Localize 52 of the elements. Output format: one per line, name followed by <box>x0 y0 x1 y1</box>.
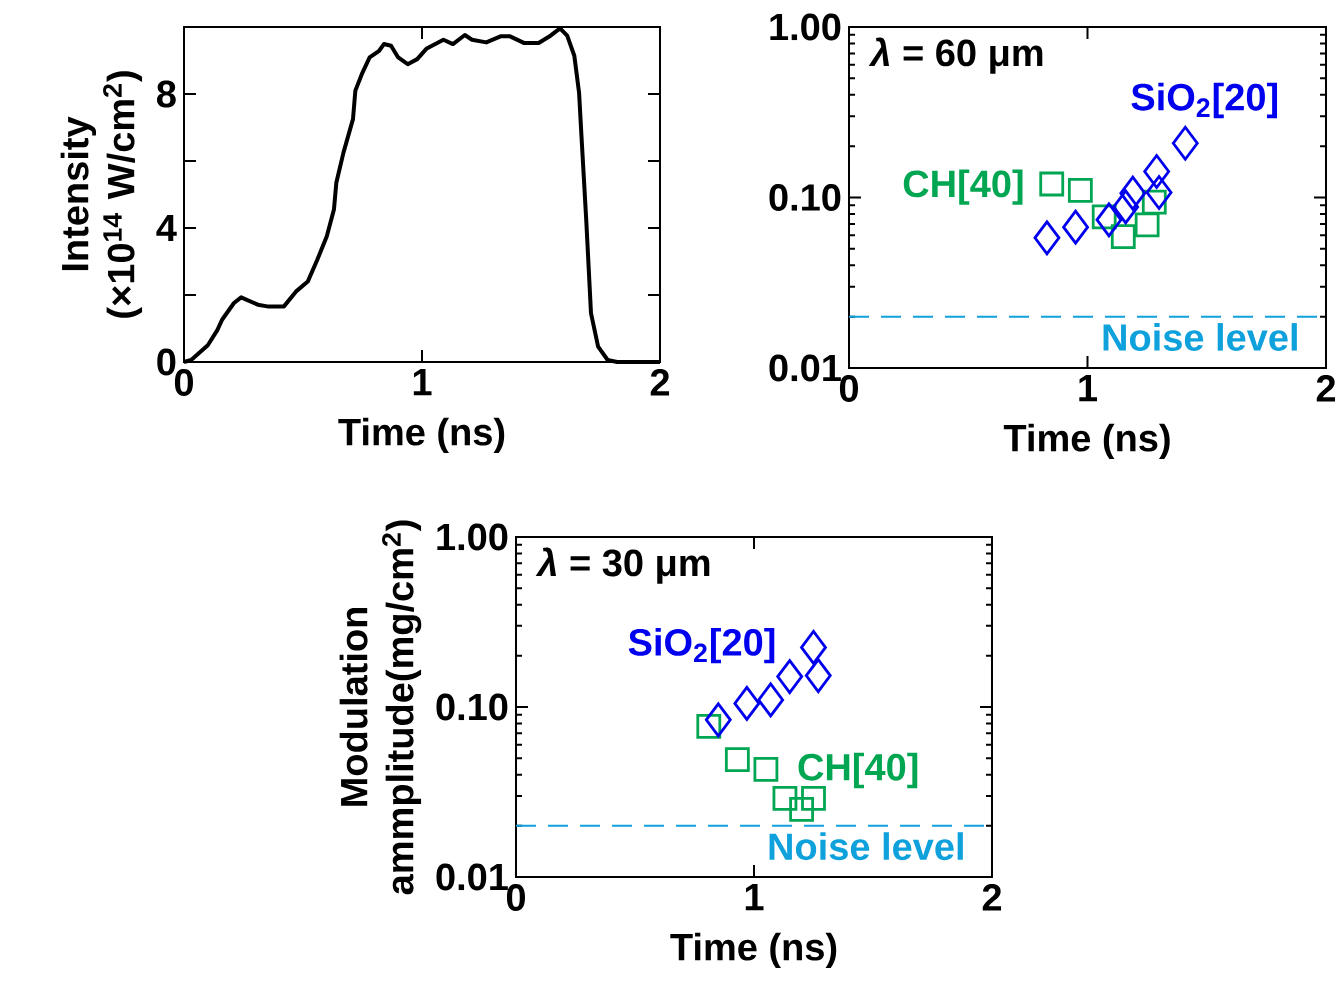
point <box>1062 209 1089 245</box>
point <box>733 685 761 721</box>
series-label: CH[40] <box>798 752 918 789</box>
point <box>1095 202 1123 238</box>
point <box>1143 154 1171 189</box>
series-label: SiO$_{2}$[20] <box>1131 82 1278 119</box>
y-tick-label: 1.00 <box>770 13 841 41</box>
y-tick-label: 0.01 <box>769 354 841 382</box>
y-tick-label: 1.00 <box>437 523 508 551</box>
point <box>800 630 827 665</box>
y-axis-title: Modulation ammplitude(mg/cm$^{2}$) <box>339 520 422 895</box>
point <box>757 682 785 718</box>
annotation: λ = 60 μm <box>868 37 1043 74</box>
point <box>1067 178 1093 203</box>
y-tick-label: 4 <box>156 214 177 242</box>
point <box>772 785 798 811</box>
x-tick-label: 1 <box>745 884 764 911</box>
x-tick-label: 0 <box>839 375 859 402</box>
series-label: SiO$_{2}$[20] <box>628 627 775 664</box>
x-tick-label: 2 <box>1316 375 1336 402</box>
x-tick-label: 2 <box>982 884 1002 911</box>
x-tick-label: 2 <box>650 369 670 396</box>
point <box>753 756 779 782</box>
y-tick-label: 8 <box>156 80 176 108</box>
point <box>804 658 832 693</box>
y-tick-label: 0 <box>157 348 176 376</box>
point <box>1112 189 1140 225</box>
point <box>1145 175 1173 210</box>
x-tick-label: 1 <box>413 369 432 396</box>
point <box>1110 224 1136 249</box>
point <box>1134 212 1160 238</box>
ref-line-label: Noise level <box>769 832 963 861</box>
y-tick-label: 0.10 <box>436 693 508 721</box>
point <box>789 796 814 822</box>
y-tick-label: 0.01 <box>436 863 508 891</box>
point <box>1033 220 1061 256</box>
point <box>1119 175 1147 211</box>
annotation: λ = 30 μm <box>535 547 710 584</box>
point <box>1171 125 1199 161</box>
x-axis-title: Time (ns) <box>338 417 505 454</box>
ref-line-label: Noise level <box>1103 323 1297 351</box>
x-axis-title: Time (ns) <box>670 932 837 969</box>
point <box>776 659 804 694</box>
x-tick-label: 0 <box>174 369 194 396</box>
series-label: CH[40] <box>903 169 1023 205</box>
point <box>1039 171 1065 197</box>
x-tick-label: 0 <box>506 884 526 911</box>
x-axis-title: Time (ns) <box>1003 423 1170 460</box>
y-tick-label: 0.10 <box>769 184 841 211</box>
point <box>704 702 732 738</box>
x-tick-label: 1 <box>1079 375 1098 402</box>
point <box>724 747 750 773</box>
